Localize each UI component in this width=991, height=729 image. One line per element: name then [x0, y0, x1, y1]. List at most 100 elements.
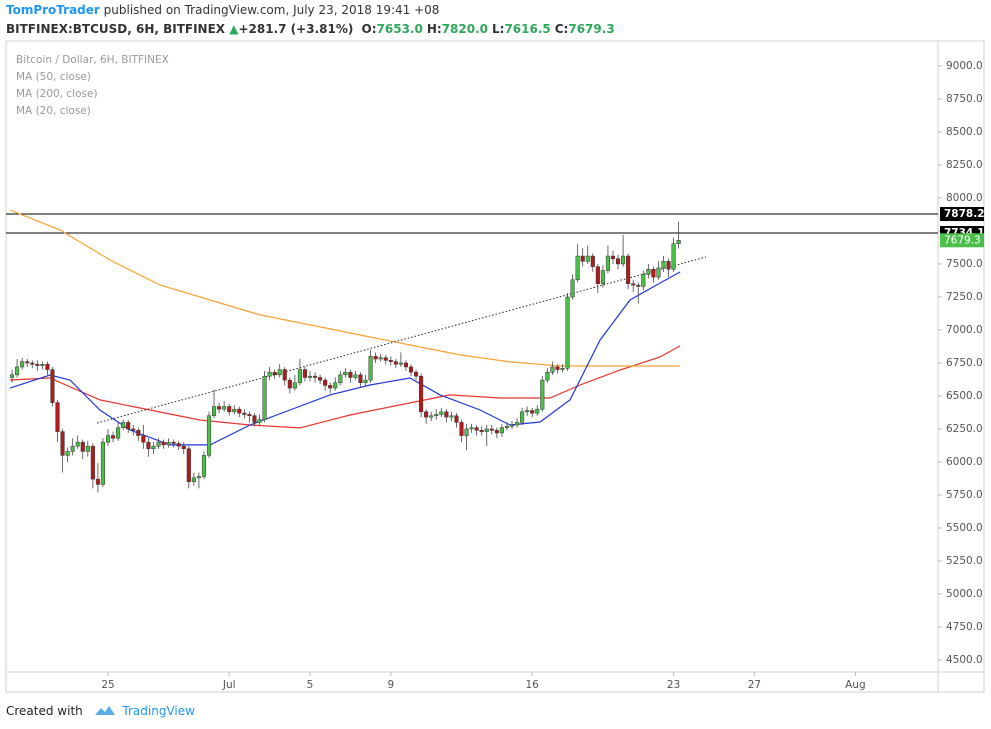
candle-body: [408, 366, 414, 373]
candle-body: [474, 427, 479, 431]
candle-body: [302, 369, 308, 378]
candle-body: [111, 435, 116, 439]
author[interactable]: TomProTrader: [6, 3, 100, 17]
price-tag-label: 7878.2: [944, 208, 985, 220]
ma-line: [9, 209, 681, 367]
y-tick-label: 4750.0: [946, 621, 983, 633]
x-tick-label: 9: [387, 679, 394, 691]
candle-body: [105, 435, 111, 443]
last-price-label: 7679.3: [944, 234, 981, 246]
candle-body: [378, 357, 383, 360]
created-with: Created with: [6, 704, 83, 718]
candle-body: [459, 422, 464, 436]
candle-body: [116, 427, 121, 439]
x-tick-label: 27: [748, 679, 761, 691]
candle-body: [55, 402, 60, 432]
candle-body: [45, 364, 50, 370]
candle-body: [10, 374, 15, 378]
y-tick-label: 5750.0: [946, 489, 983, 501]
candle-body: [600, 270, 605, 285]
candle-body: [525, 410, 530, 413]
ohlc-label: H:: [426, 22, 442, 36]
y-tick-label: 5250.0: [946, 555, 983, 567]
candle-body: [131, 428, 136, 431]
candle-body: [575, 255, 580, 281]
candle-body: [222, 406, 227, 410]
chart-title: Bitcoin / Dollar, 6H, BITFINEX: [16, 54, 169, 66]
candle-body: [671, 243, 676, 270]
legend-entry: MA (50, close): [16, 71, 91, 83]
candle-body: [535, 408, 540, 414]
candle-body: [636, 284, 641, 287]
candle-body: [328, 385, 333, 389]
candle-body: [212, 406, 217, 417]
candle-body: [313, 375, 318, 378]
candle-body: [661, 261, 666, 269]
x-tick-label: 16: [526, 679, 540, 691]
candle-body: [151, 445, 156, 450]
candle-body: [307, 375, 313, 378]
logo: [94, 706, 115, 715]
candle-body: [35, 364, 40, 366]
candle-body: [318, 377, 323, 381]
ohlc-value: 7616.5: [504, 22, 551, 36]
candle-body: [358, 374, 363, 384]
candle-body: [171, 441, 176, 444]
candle-body: [393, 361, 398, 365]
candle-body: [282, 369, 287, 381]
x-tick-label: 5: [307, 679, 314, 691]
candle-body: [434, 414, 439, 417]
y-tick-label: 7000.0: [946, 324, 983, 336]
candle-body: [484, 428, 489, 432]
candle-body: [217, 406, 222, 410]
candle-body: [206, 415, 212, 456]
ohlc: O:7653.0 H:7820.0 L:7616.5 C:7679.3: [358, 22, 615, 36]
candle-body: [252, 415, 257, 423]
published: published on TradingView.com, July 23, 2…: [103, 3, 440, 17]
candle-body: [464, 428, 469, 436]
ohlc-value: 7679.3: [568, 22, 615, 36]
candle-body: [540, 379, 545, 410]
candle-body: [227, 406, 232, 413]
candle-body: [666, 261, 671, 270]
candle-body: [605, 255, 610, 271]
legend-entry: MA (20, close): [16, 105, 91, 117]
candle-body: [656, 267, 661, 278]
candle-body: [615, 258, 621, 265]
candle-body: [100, 441, 106, 485]
candle-body: [499, 427, 504, 434]
price-tag: [940, 207, 984, 222]
candle-body: [20, 361, 25, 368]
candle-body: [590, 255, 595, 267]
candle-body: [136, 430, 141, 436]
x-tick-label: 23: [667, 679, 680, 691]
candle-body: [641, 274, 646, 287]
candle-body: [631, 283, 636, 286]
candle-body: [201, 455, 207, 477]
candle-body: [186, 448, 191, 483]
candle-body: [75, 441, 80, 447]
candle-body: [262, 375, 267, 420]
candle-body: [40, 364, 45, 366]
candle-body: [626, 255, 631, 285]
candle-body: [439, 411, 444, 415]
candle-body: [166, 441, 171, 446]
candle-body: [161, 441, 166, 446]
candle-body: [651, 268, 656, 278]
y-tick-label: 6750.0: [946, 357, 983, 369]
candle-body: [181, 445, 186, 450]
candle-body: [343, 371, 348, 376]
trendline: [96, 256, 707, 424]
candle-body: [449, 415, 454, 418]
ohlc-value: 7820.0: [441, 22, 488, 36]
candle-body: [141, 435, 146, 443]
y-tick-label: 8750.0: [946, 93, 983, 105]
candle-body: [580, 255, 585, 262]
change-arrow: ▲: [229, 22, 239, 36]
candle-body: [585, 255, 590, 262]
candle-body: [267, 371, 272, 377]
candle-body: [509, 424, 515, 427]
brand[interactable]: TradingView: [122, 704, 195, 718]
candle-body: [403, 362, 408, 368]
